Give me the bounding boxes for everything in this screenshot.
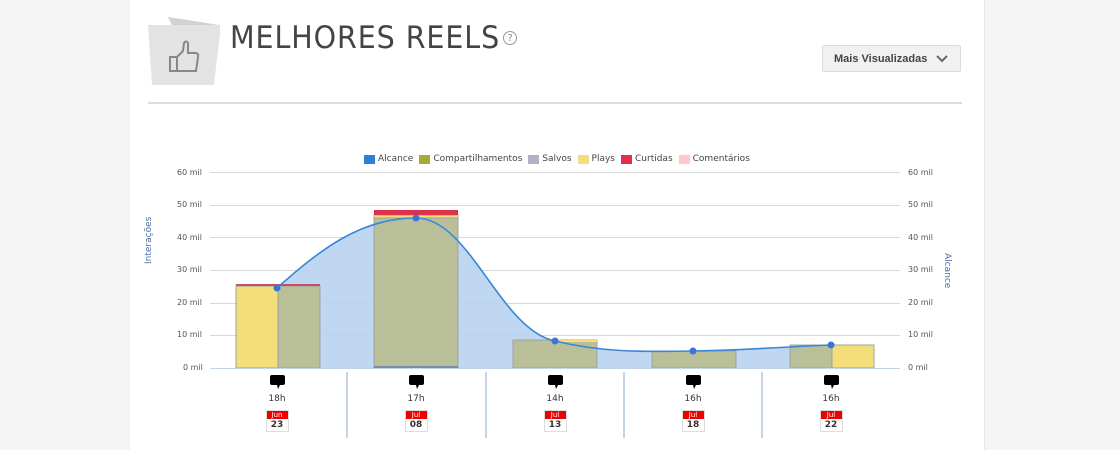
legend-swatch	[528, 154, 540, 164]
y-tick: 30 mil	[177, 265, 202, 274]
category-divider	[485, 372, 487, 438]
y-tick: 60 mil	[177, 168, 202, 177]
legend-swatch	[577, 154, 589, 164]
dropdown-selected-label: Mais Visualizadas	[834, 53, 928, 65]
page-title: MELHORES REELS	[230, 20, 501, 56]
y2-tick: 10 mil	[908, 330, 933, 339]
y2-tick: 20 mil	[908, 298, 933, 307]
legend-label: Curtidas	[635, 154, 673, 164]
x-category[interactable]: 16h Jul 18	[624, 373, 762, 432]
category-divider	[346, 372, 348, 438]
category-divider	[623, 372, 625, 438]
legend-item-compartilhamentos[interactable]: Compartilhamentos	[419, 154, 522, 164]
calendar-date: Jul 22	[819, 410, 843, 432]
date-month: Jul	[682, 411, 704, 419]
y2-tick: 30 mil	[908, 265, 933, 274]
question-circle-icon[interactable]: ?	[503, 31, 517, 45]
y-tick: 20 mil	[177, 298, 202, 307]
date-month: Jul	[820, 411, 842, 419]
legend-label: Compartilhamentos	[433, 154, 523, 164]
legend-label: Salvos	[542, 154, 572, 164]
date-day: 13	[544, 419, 566, 431]
comment-bubble-icon	[823, 375, 839, 389]
legend-swatch	[419, 154, 431, 164]
calendar-date: Jul 08	[404, 410, 428, 432]
post-hour: 17h	[407, 394, 425, 404]
y2-tick: 60 mil	[908, 168, 933, 177]
date-day: 18	[682, 419, 704, 431]
header-divider	[148, 102, 962, 104]
y2-tick: 40 mil	[908, 233, 933, 242]
date-day: 08	[405, 419, 427, 431]
chart-legend: Alcance Compartilhamentos Salvos Plays C…	[364, 154, 750, 164]
legend-swatch	[678, 154, 690, 164]
legend-item-salvos[interactable]: Salvos	[528, 154, 572, 164]
comment-bubble-icon	[269, 375, 285, 389]
legend-swatch	[364, 154, 375, 164]
legend-label: Comentários	[692, 154, 750, 164]
x-category[interactable]: 18h Jun 23	[208, 373, 346, 432]
legend-label: Alcance	[378, 154, 414, 164]
legend-swatch	[621, 154, 632, 164]
y2-tick: 0 mil	[908, 363, 928, 372]
y2-tick: 50 mil	[908, 200, 933, 209]
category-divider	[761, 372, 763, 438]
date-day: 22	[820, 419, 842, 431]
calendar-date: Jul 18	[681, 410, 705, 432]
y-tick: 50 mil	[177, 200, 202, 209]
legend-item-curtidas[interactable]: Curtidas	[621, 154, 673, 164]
y-tick: 10 mil	[177, 330, 202, 339]
x-category[interactable]: 16h Jul 22	[762, 373, 900, 432]
comment-bubble-icon	[685, 375, 701, 389]
post-hour: 14h	[546, 394, 564, 404]
date-month: Jul	[405, 411, 427, 419]
calendar-date: Jul 13	[543, 410, 567, 432]
post-hour: 16h	[684, 394, 702, 404]
y-tick: 40 mil	[177, 233, 202, 242]
calendar-date: Jun 23	[265, 410, 289, 432]
comment-bubble-icon	[547, 375, 563, 389]
date-day: 23	[266, 419, 288, 431]
chevron-down-icon	[936, 55, 948, 63]
y-tick: 0 mil	[183, 363, 203, 372]
post-hour: 16h	[822, 394, 840, 404]
legend-item-alcance[interactable]: Alcance	[364, 154, 413, 164]
legend-item-comentarios[interactable]: Comentários	[678, 154, 750, 164]
post-hour: 18h	[268, 394, 286, 404]
legend-item-plays[interactable]: Plays	[577, 154, 615, 164]
x-category[interactable]: 17h Jul 08	[347, 373, 485, 432]
date-month: Jun	[266, 411, 288, 419]
legend-label: Plays	[591, 154, 615, 164]
sort-dropdown[interactable]: Mais Visualizadas	[822, 45, 961, 72]
date-month: Jul	[544, 411, 566, 419]
thumbs-up-icon	[148, 17, 220, 85]
x-category[interactable]: 14h Jul 13	[486, 373, 624, 432]
comment-bubble-icon	[408, 375, 424, 389]
